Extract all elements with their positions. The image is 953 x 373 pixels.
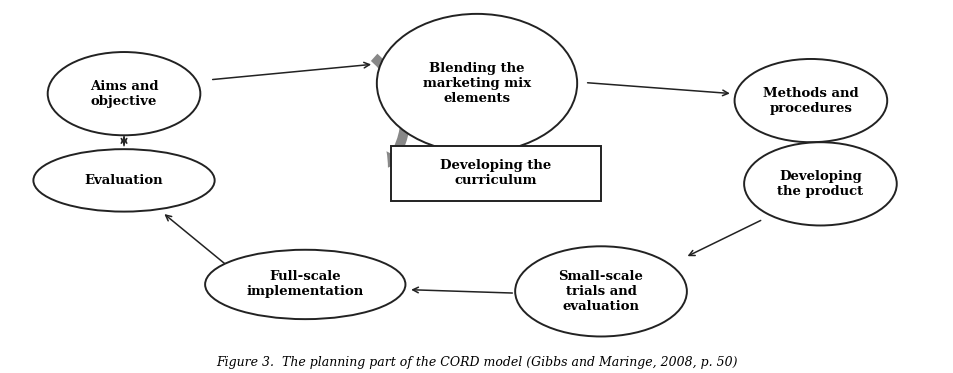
Text: Blending the
marketing mix
elements: Blending the marketing mix elements — [422, 62, 531, 105]
Ellipse shape — [734, 59, 886, 142]
Text: Methods and
procedures: Methods and procedures — [762, 87, 858, 115]
FancyArrowPatch shape — [413, 287, 512, 293]
Text: Developing
the product: Developing the product — [777, 170, 862, 198]
Ellipse shape — [33, 149, 214, 211]
FancyArrowPatch shape — [811, 137, 817, 143]
Text: Evaluation: Evaluation — [85, 174, 163, 187]
Text: Full-scale
implementation: Full-scale implementation — [247, 270, 363, 298]
Ellipse shape — [515, 246, 686, 336]
FancyArrowPatch shape — [371, 54, 410, 168]
Text: Figure 3.  The planning part of the CORD model (Gibbs and Maringe, 2008, p. 50): Figure 3. The planning part of the CORD … — [216, 356, 737, 369]
FancyArrowPatch shape — [587, 83, 727, 96]
Ellipse shape — [743, 142, 896, 225]
FancyArrowPatch shape — [688, 220, 760, 256]
FancyArrowPatch shape — [121, 138, 127, 146]
FancyArrowPatch shape — [166, 215, 227, 265]
FancyBboxPatch shape — [391, 146, 600, 201]
FancyArrowPatch shape — [213, 62, 369, 79]
FancyArrowPatch shape — [121, 136, 127, 144]
Text: Aims and
objective: Aims and objective — [90, 80, 158, 108]
Text: Developing the
curriculum: Developing the curriculum — [440, 159, 551, 188]
Ellipse shape — [48, 52, 200, 135]
Text: Small-scale
trials and
evaluation: Small-scale trials and evaluation — [558, 270, 642, 313]
Ellipse shape — [205, 250, 405, 319]
Ellipse shape — [376, 14, 577, 153]
